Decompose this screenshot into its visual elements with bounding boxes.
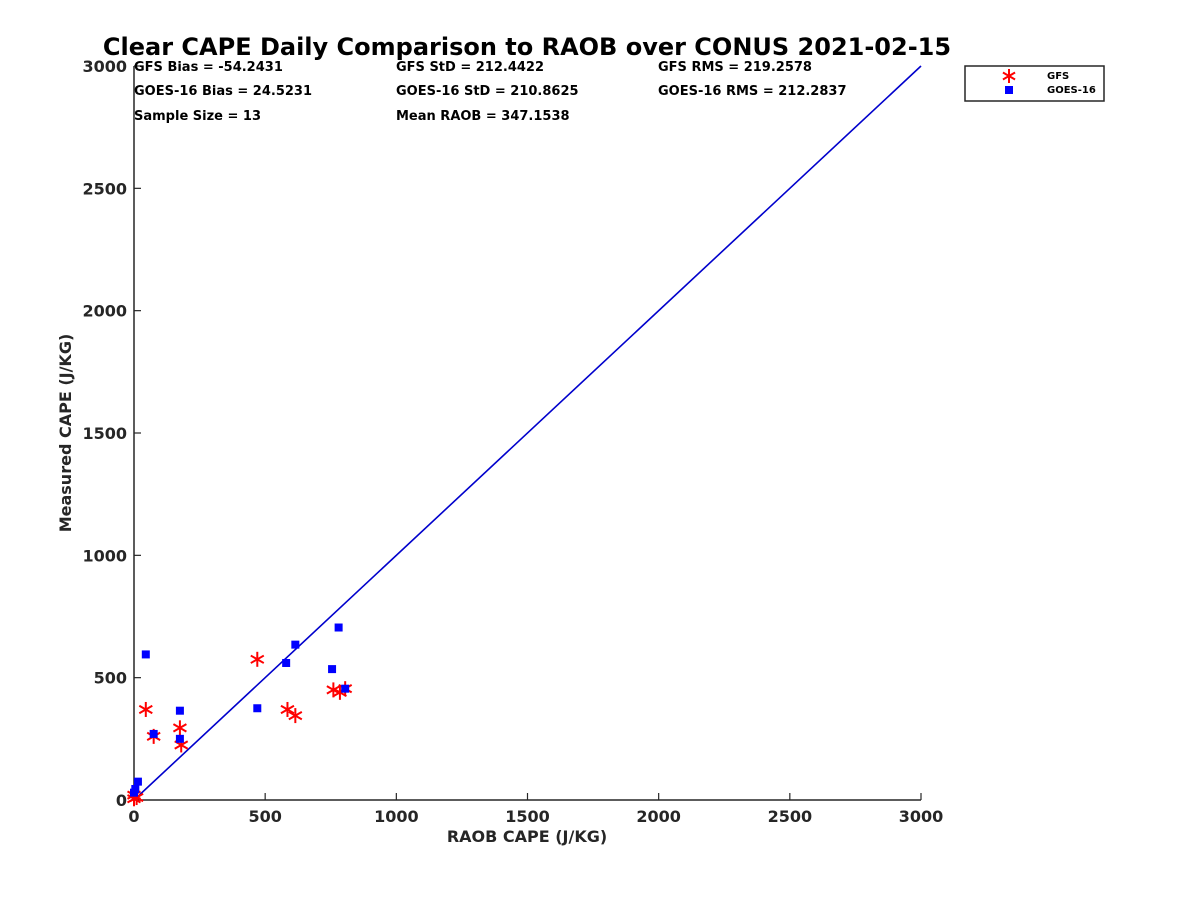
stat-gfs-bias: GFS Bias = -54.2431 [134,60,283,75]
x-tick-label: 1000 [374,807,419,826]
series-layer [127,623,353,807]
legend-gfs-marker [1002,69,1016,83]
series-gfs [127,651,353,807]
y-ticks: 0 500 1000 1500 2000 2500 3000 [82,57,141,810]
x-ticks: 0 500 1000 1500 2000 2500 3000 [128,793,943,826]
legend-goes-square [1005,86,1013,94]
goes-16-point [149,729,158,738]
goes-16-point [175,706,184,715]
chart-title: Clear CAPE Daily Comparison to RAOB over… [103,33,951,61]
reference-line [133,65,922,801]
stat-mean-raob: Mean RAOB = 347.1538 [396,109,570,124]
goes-16-point [334,623,343,632]
x-tick-label: 500 [248,807,281,826]
stat-gfs-rms: GFS RMS = 219.2578 [658,60,812,75]
goes-16-point [141,650,150,659]
stats-block: GFS Bias = -54.2431 GFS StD = 212.4422 G… [134,60,847,124]
gfs-point [250,651,265,667]
series-goes-16 [130,623,350,797]
y-tick-label: 1500 [82,424,127,443]
stat-goes-bias: GOES-16 Bias = 24.5231 [134,84,312,99]
legend-gfs-asterisk [1002,69,1016,83]
y-tick-label: 2500 [82,179,127,198]
y-axis-label: Measured CAPE (J/KG) [56,334,75,533]
gfs-point [288,708,303,724]
one-to-one-line [133,65,922,801]
goes-16-point [282,658,291,667]
legend-goes-label: GOES-16 [1047,85,1096,96]
stat-goes-std: GOES-16 StD = 210.8625 [396,84,579,99]
x-tick-label: 3000 [899,807,944,826]
y-tick-label: 3000 [82,57,127,76]
y-tick-label: 2000 [82,302,127,321]
legend-goes-marker [1005,86,1013,94]
stat-gfs-std: GFS StD = 212.4422 [396,60,544,75]
goes-16-point [328,665,337,674]
y-tick-label: 500 [94,669,127,688]
stat-sample-size: Sample Size = 13 [134,109,261,124]
x-tick-label: 0 [128,807,139,826]
x-tick-label: 2000 [636,807,681,826]
goes-16-point [133,777,142,786]
legend: GFS GOES-16 [964,65,1105,102]
gfs-point [280,701,295,717]
y-tick-label: 1000 [82,546,127,565]
goes-16-point [341,684,350,693]
y-tick-label: 0 [116,791,127,810]
goes-16-point [253,704,262,713]
goes-16-point [175,734,184,743]
x-tick-label: 1500 [505,807,550,826]
x-tick-label: 2500 [768,807,813,826]
gfs-point [138,701,153,717]
legend-gfs-label: GFS [1047,71,1069,82]
goes-16-point [291,640,300,649]
stat-goes-rms: GOES-16 RMS = 212.2837 [658,84,847,99]
gfs-point [326,682,341,698]
x-axis-label: RAOB CAPE (J/KG) [447,827,607,846]
legend-box [964,65,1105,102]
goes-16-point [131,784,140,793]
gfs-point [172,720,187,736]
